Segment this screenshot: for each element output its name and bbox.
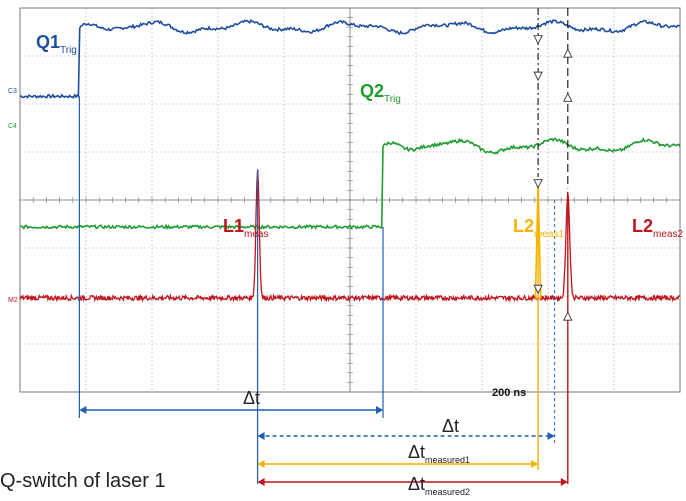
scale-label: 200 ns xyxy=(492,387,526,399)
interval-3 xyxy=(257,460,539,468)
interval-arrowhead-left xyxy=(257,432,265,440)
guide-lines xyxy=(78,8,573,484)
channel-marker-c3: C3 xyxy=(8,88,17,95)
channel-marker-c4: C4 xyxy=(8,123,17,130)
arrow-marker xyxy=(563,48,573,58)
interval-arrowhead-left xyxy=(257,460,265,468)
interval-annotations xyxy=(79,406,568,486)
series-label-l1: L1meas xyxy=(223,216,268,240)
series-label-q1: Q1Trig xyxy=(36,32,77,56)
interval-arrowhead-left xyxy=(257,478,265,486)
arrow-marker xyxy=(533,284,543,295)
grid xyxy=(19,7,681,393)
series-label-q2: Q2Trig xyxy=(360,81,401,105)
arrow-marker xyxy=(563,311,573,321)
arrow-marker xyxy=(533,35,543,45)
trace-q1 xyxy=(19,18,681,99)
figure-caption: Q-switch of laser 1 xyxy=(0,470,166,492)
plot-frame xyxy=(19,7,681,393)
interval-label-dt-measured1: Δtmeasured1 xyxy=(408,442,470,465)
interval-arrowhead-right xyxy=(531,460,539,468)
arrow-marker xyxy=(563,92,573,102)
interval-2 xyxy=(257,432,555,440)
interval-4 xyxy=(257,478,568,486)
trace-laser-output xyxy=(19,169,681,303)
arrow-marker xyxy=(533,179,543,189)
channel-marker-m2: M2 xyxy=(8,297,18,304)
interval-label-dt: Δt xyxy=(243,388,260,408)
interval-arrowhead-right xyxy=(376,406,383,414)
series-label-l2-meas1: L2meas1 xyxy=(513,216,564,240)
interval-label-dt-measured2: Δtmeasured2 xyxy=(408,474,470,497)
interval-label-dt-dashed: Δt xyxy=(442,416,459,436)
interval-1 xyxy=(79,406,383,414)
traces xyxy=(19,18,681,303)
interval-arrowhead-right xyxy=(560,478,568,486)
interval-arrowhead-left xyxy=(79,406,87,414)
interval-arrowhead-right xyxy=(547,432,555,440)
series-label-l2-meas2: L2meas2 xyxy=(632,216,683,240)
trace-q2 xyxy=(19,137,681,231)
arrow-marker xyxy=(533,71,543,82)
